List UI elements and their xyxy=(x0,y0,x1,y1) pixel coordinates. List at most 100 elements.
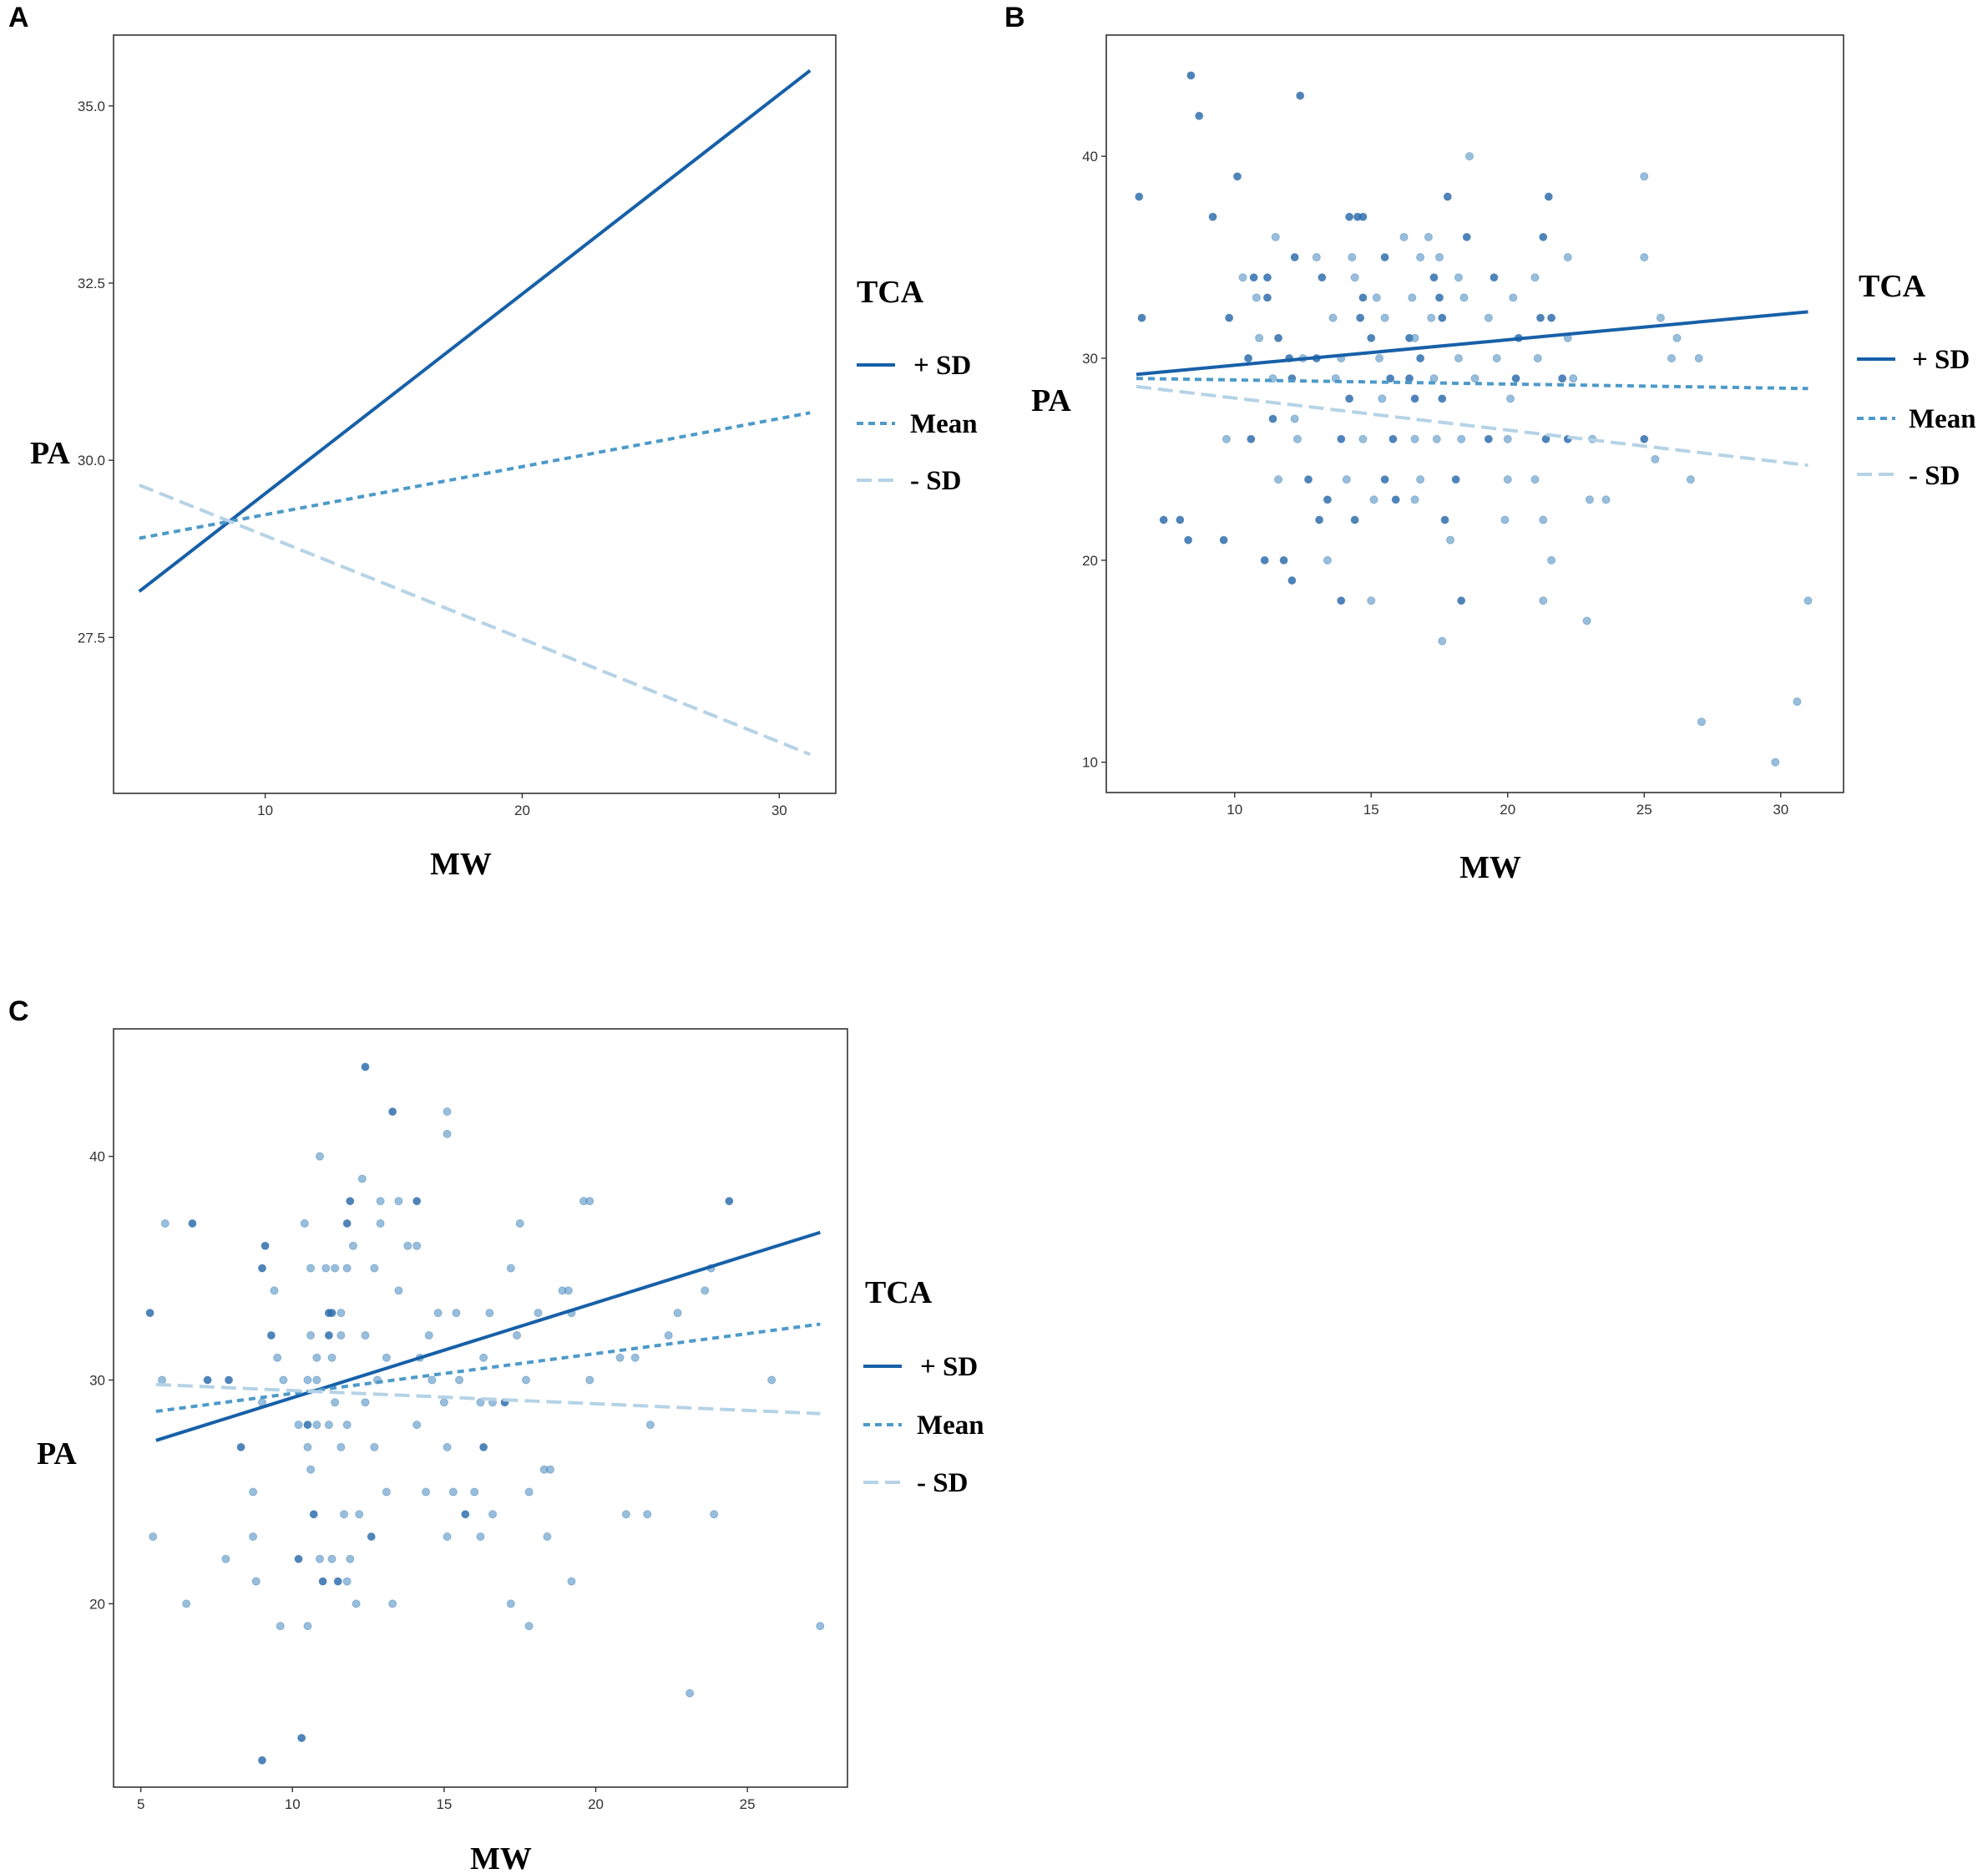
panel-c-data-point xyxy=(546,1465,555,1474)
panel-b-data-point xyxy=(1252,293,1261,302)
panel-c-data-point xyxy=(297,1734,306,1743)
panel-b-data-point xyxy=(1503,434,1512,443)
panel-a-line-mean xyxy=(139,411,811,540)
panel-c-data-point xyxy=(306,1465,316,1474)
panel-c-data-point xyxy=(306,1264,316,1273)
panel-c-data-point xyxy=(424,1330,433,1340)
panel-c-data-point xyxy=(331,1264,340,1273)
panel-b-line-plus-sd xyxy=(1136,310,1808,377)
panel-b-data-point xyxy=(1389,434,1398,443)
panel-c-data-point xyxy=(331,1398,340,1407)
panel-a-x-axis-title: MW xyxy=(430,847,492,882)
panel-c-data-point xyxy=(443,1532,452,1542)
panel-c-data-point xyxy=(524,1487,534,1497)
panel-b-data-point xyxy=(1457,434,1466,443)
panel-b-data-point xyxy=(1640,172,1649,181)
panel-c-data-point xyxy=(382,1353,391,1362)
panel-b-data-point xyxy=(1429,374,1439,383)
panel-c-data-point xyxy=(261,1241,270,1250)
panel-c-data-point xyxy=(376,1197,385,1206)
panel-b-data-point xyxy=(1410,333,1419,342)
panel-c-y-tick-label: 20 xyxy=(89,1596,105,1612)
panel-b-data-point xyxy=(1358,212,1368,221)
panel-b-data-point xyxy=(1315,515,1324,524)
panel-b-data-point xyxy=(1378,394,1387,403)
panel-a-y-tick-label: 30.0 xyxy=(78,453,105,468)
panel-b-x-axis-title: MW xyxy=(1459,850,1521,885)
panel-c-data-point xyxy=(412,1421,422,1430)
panel-c-data-point xyxy=(585,1197,594,1206)
panel-a-y-tick-label: 35.0 xyxy=(78,99,105,114)
panel-c-data-point xyxy=(443,1442,452,1451)
panel-c-data-point xyxy=(524,1622,534,1631)
panel-c-data-point xyxy=(515,1219,524,1228)
panel-c-data-point xyxy=(318,1577,327,1586)
panel-c-data-point xyxy=(443,1129,452,1138)
panel-c-data-point xyxy=(403,1241,412,1250)
panel-b-data-point xyxy=(1350,273,1359,282)
panel-c-data-point xyxy=(273,1353,282,1362)
panel-b-data-point xyxy=(1434,253,1444,262)
panel-b-data-point xyxy=(1535,313,1545,322)
panel-b-data-point xyxy=(1803,596,1813,605)
panel-b-data-point xyxy=(1509,293,1518,302)
panel-b-data-point xyxy=(1651,454,1660,463)
panel-b-data-point xyxy=(1274,333,1283,342)
panel-a-y-axis: 27.5 30.0 32.5 35.0 xyxy=(78,99,114,646)
panel-b-data-point xyxy=(1533,353,1542,362)
panel-b-data-point xyxy=(1601,495,1611,504)
panel-c-data-point xyxy=(294,1421,303,1430)
panel-c-data-point xyxy=(448,1487,458,1497)
panel-c-data-point xyxy=(342,1421,352,1430)
panel-b-data-point xyxy=(1304,475,1313,484)
panel-b-data-point xyxy=(1416,475,1425,484)
panel-a-x-tick-label: 20 xyxy=(514,803,530,818)
panel-c-data-point xyxy=(251,1577,261,1586)
panel-c-data-point xyxy=(376,1219,385,1228)
panel-b-y-tick-label: 40 xyxy=(1082,149,1098,165)
panel-b-data-point xyxy=(1484,434,1493,443)
panel-b-plot-frame xyxy=(1105,34,1844,793)
panel-c-data-point xyxy=(312,1375,321,1385)
panel-b-data-point xyxy=(1287,576,1297,585)
panel-a-y-tick-label: 27.5 xyxy=(78,630,105,646)
panel-c-data-point xyxy=(479,1353,488,1362)
panel-c-line-mean xyxy=(155,1322,821,1414)
panel-b-data-point xyxy=(1386,374,1395,383)
panel-b-data-point xyxy=(1410,434,1419,443)
panel-b-data-point xyxy=(1274,475,1283,484)
panel-c-data-point xyxy=(567,1577,576,1586)
panel-b-data-point xyxy=(1350,515,1359,524)
panel-b-data-point xyxy=(1380,475,1389,484)
panel-c-data-point xyxy=(270,1286,279,1295)
panel-c-line-minus-sd xyxy=(155,1382,821,1416)
panel-c-legend-label-mean: Mean xyxy=(917,1411,984,1441)
panel-c-data-point xyxy=(361,1062,370,1071)
panel-c-data-point xyxy=(340,1510,349,1519)
panel-a-line-minus-sd xyxy=(139,484,811,757)
panel-b-data-point xyxy=(1249,273,1258,282)
panel-b-data-point xyxy=(1672,333,1682,342)
panel-b-data-point xyxy=(1569,374,1578,383)
panel-c-data-point xyxy=(476,1398,485,1407)
panel-b-legend-label-plus-sd: + SD xyxy=(1912,345,1970,375)
panel-a-y-axis-title: PA xyxy=(30,436,70,471)
panel-c-data-point xyxy=(327,1554,336,1563)
panel-b-data-point xyxy=(1434,293,1444,302)
panel-c-data-point xyxy=(361,1330,370,1340)
panel-c-data-point xyxy=(701,1286,710,1295)
panel-c-data-point xyxy=(767,1375,776,1385)
panel-b-data-point xyxy=(1438,313,1447,322)
panel-c-data-point xyxy=(367,1532,376,1542)
panel-c-data-point xyxy=(303,1622,312,1631)
panel-a-x-tick-label: 30 xyxy=(771,803,787,818)
panel-c-data-point xyxy=(388,1107,397,1117)
panel-c-data-point xyxy=(149,1532,158,1542)
panel-b-x-tick-label: 10 xyxy=(1227,802,1242,818)
panel-c-y-tick-label: 30 xyxy=(89,1373,105,1389)
panel-b-data-point xyxy=(1410,495,1419,504)
panel-c-data-point xyxy=(357,1174,367,1183)
panel-c-data-point xyxy=(370,1442,379,1451)
panel-c-series xyxy=(155,1230,821,1442)
panel-b-y-tick-label: 20 xyxy=(1082,553,1098,569)
